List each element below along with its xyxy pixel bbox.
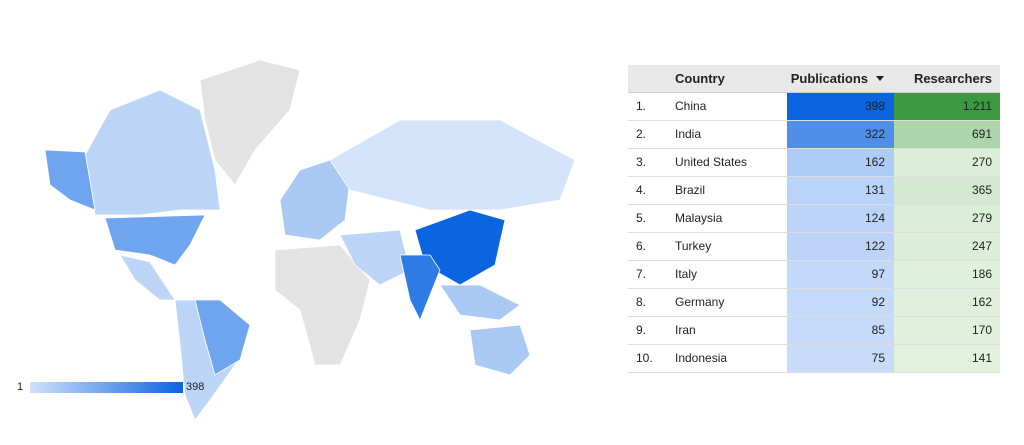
researchers: 162 [894, 289, 1000, 316]
usa [104, 214, 206, 266]
rank: 3. [636, 155, 647, 169]
publications: 322 [787, 121, 894, 148]
table: Country Publications Researchers 1. China… [628, 65, 1000, 373]
alaska [44, 149, 96, 211]
publications: 131 [787, 177, 894, 204]
africa [274, 244, 371, 366]
rank: 2. [636, 127, 647, 141]
legend-gradient [30, 382, 183, 393]
rank: 6. [636, 239, 647, 253]
table-header: Country Publications Researchers [628, 65, 1000, 93]
country: United States [675, 155, 748, 169]
rank: 10. [636, 351, 653, 365]
rank: 7. [636, 267, 647, 281]
table-row: 4. Brazil 131 365 [628, 177, 1000, 205]
rank: 4. [636, 183, 647, 197]
publications: 122 [787, 233, 894, 260]
country: Germany [675, 295, 725, 309]
country: Brazil [675, 183, 706, 197]
header-publications[interactable]: Publications [790, 71, 868, 86]
legend-max: 398 [186, 381, 205, 393]
canada [84, 89, 221, 216]
header-country[interactable]: Country [675, 71, 725, 86]
table-row: 1. China 398 1.211 [628, 93, 1000, 121]
table-row: 10. Indonesia 75 141 [628, 345, 1000, 373]
table-row: 9. Iran 85 170 [628, 317, 1000, 345]
country: Indonesia [675, 351, 728, 365]
europe [279, 159, 351, 241]
rank: 8. [636, 295, 647, 309]
country: Iran [675, 323, 696, 337]
rank: 1. [636, 99, 647, 113]
publications: 92 [787, 289, 894, 316]
researchers: 270 [894, 149, 1000, 176]
india [399, 254, 441, 321]
researchers: 1.211 [894, 93, 1000, 120]
researchers: 691 [894, 121, 1000, 148]
greenland [199, 59, 301, 186]
rank: 9. [636, 323, 647, 337]
southeast-asia [439, 284, 521, 321]
publications: 85 [787, 317, 894, 344]
researchers: 186 [894, 261, 1000, 288]
table-row: 3. United States 162 270 [628, 149, 1000, 177]
publications: 124 [787, 205, 894, 232]
central-america [119, 254, 176, 301]
world-map [44, 59, 576, 421]
country: Italy [675, 267, 698, 281]
middle-east [339, 229, 411, 286]
legend-min: 1 [17, 381, 24, 393]
researchers: 141 [894, 345, 1000, 372]
researchers: 365 [894, 177, 1000, 204]
brazil [194, 299, 251, 376]
researchers: 247 [894, 233, 1000, 260]
table-row: 2. India 322 691 [628, 121, 1000, 149]
rank: 5. [636, 211, 647, 225]
australia [469, 324, 531, 376]
sort-icon [876, 76, 884, 81]
publications: 97 [787, 261, 894, 288]
researchers: 170 [894, 317, 1000, 344]
publications: 398 [787, 93, 894, 120]
country: Malaysia [675, 211, 723, 225]
publications: 75 [787, 345, 894, 372]
country: China [675, 99, 707, 113]
researchers: 279 [894, 205, 1000, 232]
header-researchers[interactable]: Researchers [913, 71, 992, 86]
table-row: 5. Malaysia 124 279 [628, 205, 1000, 233]
table-row: 8. Germany 92 162 [628, 289, 1000, 317]
russia [329, 119, 576, 211]
country: Turkey [675, 239, 712, 253]
table-row: 6. Turkey 122 247 [628, 233, 1000, 261]
table-row: 7. Italy 97 186 [628, 261, 1000, 289]
country: India [675, 127, 702, 141]
publications: 162 [787, 149, 894, 176]
